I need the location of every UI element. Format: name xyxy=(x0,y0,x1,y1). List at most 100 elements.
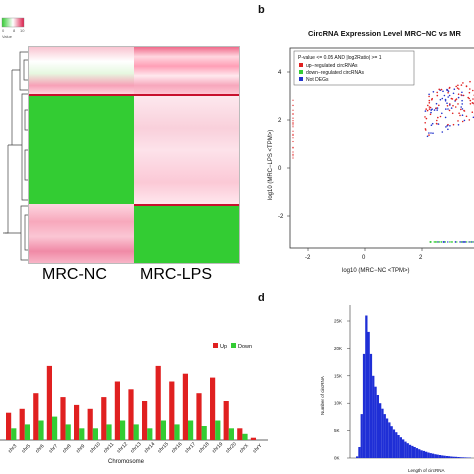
length-bar xyxy=(466,457,469,458)
scatter-point xyxy=(428,108,431,110)
scatter-point xyxy=(447,92,449,94)
legend-swatch-up xyxy=(299,63,303,67)
scatter-point xyxy=(428,93,430,96)
scatter-point xyxy=(458,88,460,90)
length-bar xyxy=(450,456,453,458)
scatter-point xyxy=(453,88,456,90)
length-ytick-label: 20K xyxy=(334,346,342,351)
scatter-point xyxy=(468,241,470,243)
scatter-points xyxy=(292,80,474,243)
chromosome-tick-label: chr12 xyxy=(116,441,129,454)
length-bar xyxy=(356,456,359,458)
length-ytick-label: 15K xyxy=(334,373,342,378)
scatter-point xyxy=(425,129,427,131)
scatter-point xyxy=(457,93,460,95)
chromosome-legend: Up Down xyxy=(213,343,252,350)
scatter-point xyxy=(435,122,438,125)
chromosome-bar-down xyxy=(65,424,71,440)
scatter-ytick-label: -2 xyxy=(278,214,284,220)
chromosome-bar-up xyxy=(182,373,188,440)
scatter-point xyxy=(470,241,473,243)
scatter-point xyxy=(431,108,433,110)
scatter-point xyxy=(472,98,474,100)
chromosome-bar-up xyxy=(19,408,25,440)
scatter-point xyxy=(454,241,457,243)
length-bar xyxy=(425,451,428,458)
chromosome-bar-down xyxy=(11,428,17,440)
scatter-point xyxy=(461,241,463,243)
scatter-point xyxy=(426,135,429,138)
legend-box xyxy=(293,50,415,86)
length-bar xyxy=(404,441,407,458)
chromosome-bar-chart: Up Down chr3 chr5 chr6 chr7 chr8 chr9 chr10 chr… xyxy=(0,343,268,465)
chromosome-bar-up xyxy=(33,393,39,440)
scatter-point xyxy=(440,241,442,243)
scatter-point xyxy=(428,134,430,136)
chromosome-bar-up xyxy=(169,381,175,440)
chromosome-bar-up xyxy=(87,408,93,440)
length-ylabel: Number of circRNA xyxy=(320,376,325,415)
scatter-point xyxy=(463,119,466,122)
scatter-xlabel: log10 (MRC−NC <TPM>) xyxy=(342,268,410,274)
scatter-point xyxy=(459,241,461,243)
chromosome-bar-down xyxy=(92,428,98,440)
scatter-point xyxy=(428,95,430,98)
scatter-point xyxy=(439,115,442,118)
length-bar xyxy=(445,456,448,458)
legend-entry-up: Up xyxy=(220,344,227,350)
scatter-point xyxy=(437,123,440,125)
chromosome-tick-label: chr15 xyxy=(157,441,170,454)
scatter-point xyxy=(444,100,447,102)
length-bar xyxy=(431,453,435,458)
scatter-point xyxy=(462,241,465,243)
scatter-point xyxy=(450,97,453,100)
color-key-bar xyxy=(1,17,25,28)
length-bar xyxy=(383,414,386,458)
scatter-point xyxy=(460,106,462,108)
scatter-chart: CircRNA Expression Level MRC−NC vs MR 4 2… xyxy=(268,29,474,274)
heatmap-divider xyxy=(29,94,239,96)
scatter-ytick-label: 4 xyxy=(278,70,282,76)
scatter-point xyxy=(433,241,435,243)
length-bar xyxy=(362,353,366,458)
length-bar xyxy=(438,455,442,458)
scatter-point xyxy=(463,109,465,112)
length-bar xyxy=(415,448,419,458)
scatter-point xyxy=(292,134,294,136)
chromosome-tick-label: chr19 xyxy=(211,441,224,454)
length-panel: d Number of circRNA 25K 20K 15K 10K 5K 0K Len… xyxy=(258,290,474,474)
scatter-point xyxy=(292,155,294,157)
scatter-point xyxy=(469,241,471,243)
scatter-point xyxy=(452,92,455,95)
length-bar xyxy=(457,457,460,458)
legend-entry-down: down−regulated circRNAs xyxy=(306,70,364,76)
scatter-point xyxy=(430,132,432,134)
scatter-point xyxy=(461,91,463,94)
chromosome-tick-label: chr14 xyxy=(143,441,156,454)
scatter-point xyxy=(436,241,438,243)
scatter-point xyxy=(454,106,457,108)
scatter-point xyxy=(447,96,449,98)
scatter-ytick-label: 2 xyxy=(278,118,282,124)
heatmap-block-bottom-lps xyxy=(134,206,239,263)
color-key-label: Value xyxy=(2,34,13,39)
scatter-point xyxy=(460,94,462,96)
length-bar xyxy=(408,444,412,458)
length-bar xyxy=(464,457,467,458)
color-key-tick: 8 xyxy=(13,28,16,33)
scatter-point xyxy=(444,241,447,243)
legend-entry-up: up−regulated circRNAs xyxy=(306,63,358,69)
scatter-point xyxy=(455,98,458,100)
scatter-point xyxy=(429,113,432,116)
scatter-point xyxy=(466,241,468,243)
length-bar xyxy=(390,426,393,458)
length-bar xyxy=(379,403,382,458)
panel-letter-b: b xyxy=(258,4,265,16)
scatter-point xyxy=(449,125,451,127)
length-bar xyxy=(411,445,414,458)
scatter-point xyxy=(446,125,448,127)
length-bar xyxy=(395,432,398,458)
chromosome-bar-up xyxy=(250,437,256,440)
length-xlabel: Length of circRNA xyxy=(408,468,445,473)
scatter-point xyxy=(449,104,451,106)
